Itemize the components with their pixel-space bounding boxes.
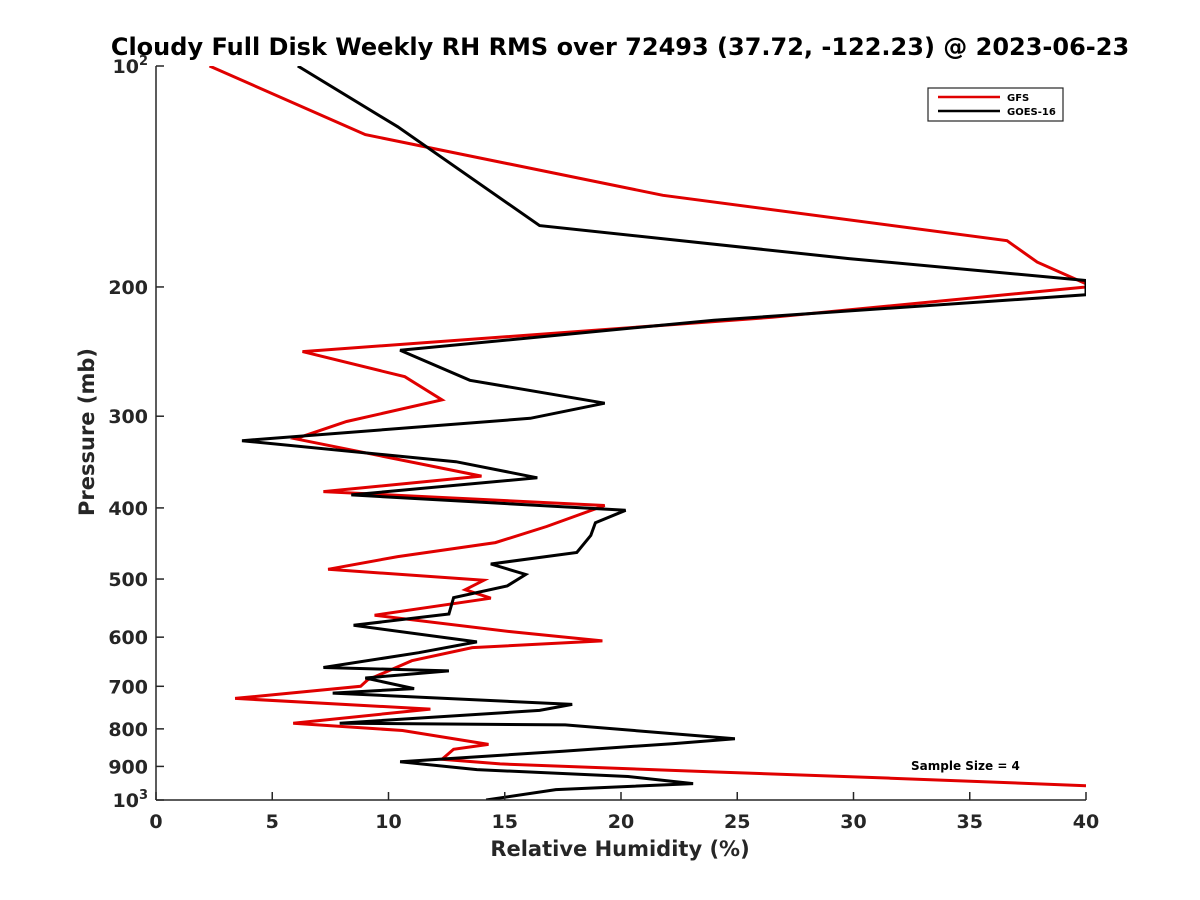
- plot-area: 0 5 10 15 20 25 30 35 40 102 200 300 400 500 600 700 800…: [108, 54, 1099, 833]
- y-tick-label: 500: [108, 569, 148, 591]
- x-tick-label: 25: [724, 811, 750, 833]
- series-line-goes-16: [241, 66, 1086, 800]
- y-tick-label: 103: [113, 788, 149, 812]
- y-tick-label: 102: [113, 54, 149, 78]
- legend-label-goes-16: GOES-16: [1007, 107, 1056, 118]
- y-tick-label: 400: [108, 498, 148, 520]
- x-axis-label: Relative Humidity (%): [490, 837, 749, 861]
- chart-title: Cloudy Full Disk Weekly RH RMS over 7249…: [111, 33, 1129, 61]
- y-tick-label: 900: [108, 756, 148, 778]
- legend-label-gfs: GFS: [1007, 93, 1029, 104]
- x-tick-label: 5: [266, 811, 279, 833]
- y-tick-label: 800: [108, 719, 148, 741]
- x-tick-label: 30: [840, 811, 866, 833]
- y-tick-label: 600: [108, 627, 148, 649]
- sample-size-annotation: Sample Size = 4: [911, 759, 1020, 773]
- x-tick-label: 40: [1073, 811, 1099, 833]
- y-tick-label: 700: [108, 676, 148, 698]
- y-tick-label: 300: [108, 406, 148, 428]
- y-axis-label: Pressure (mb): [75, 348, 99, 516]
- y-tick-label: 200: [108, 277, 148, 299]
- x-tick-label: 15: [492, 811, 518, 833]
- series-line-gfs: [208, 66, 1086, 788]
- x-tick-label: 10: [375, 811, 401, 833]
- legend-box: [927, 87, 1064, 122]
- x-tick-label: 0: [149, 811, 162, 833]
- x-tick-label: 35: [957, 811, 983, 833]
- x-tick-label: 20: [608, 811, 634, 833]
- legend: GFS GOES-16: [927, 87, 1064, 122]
